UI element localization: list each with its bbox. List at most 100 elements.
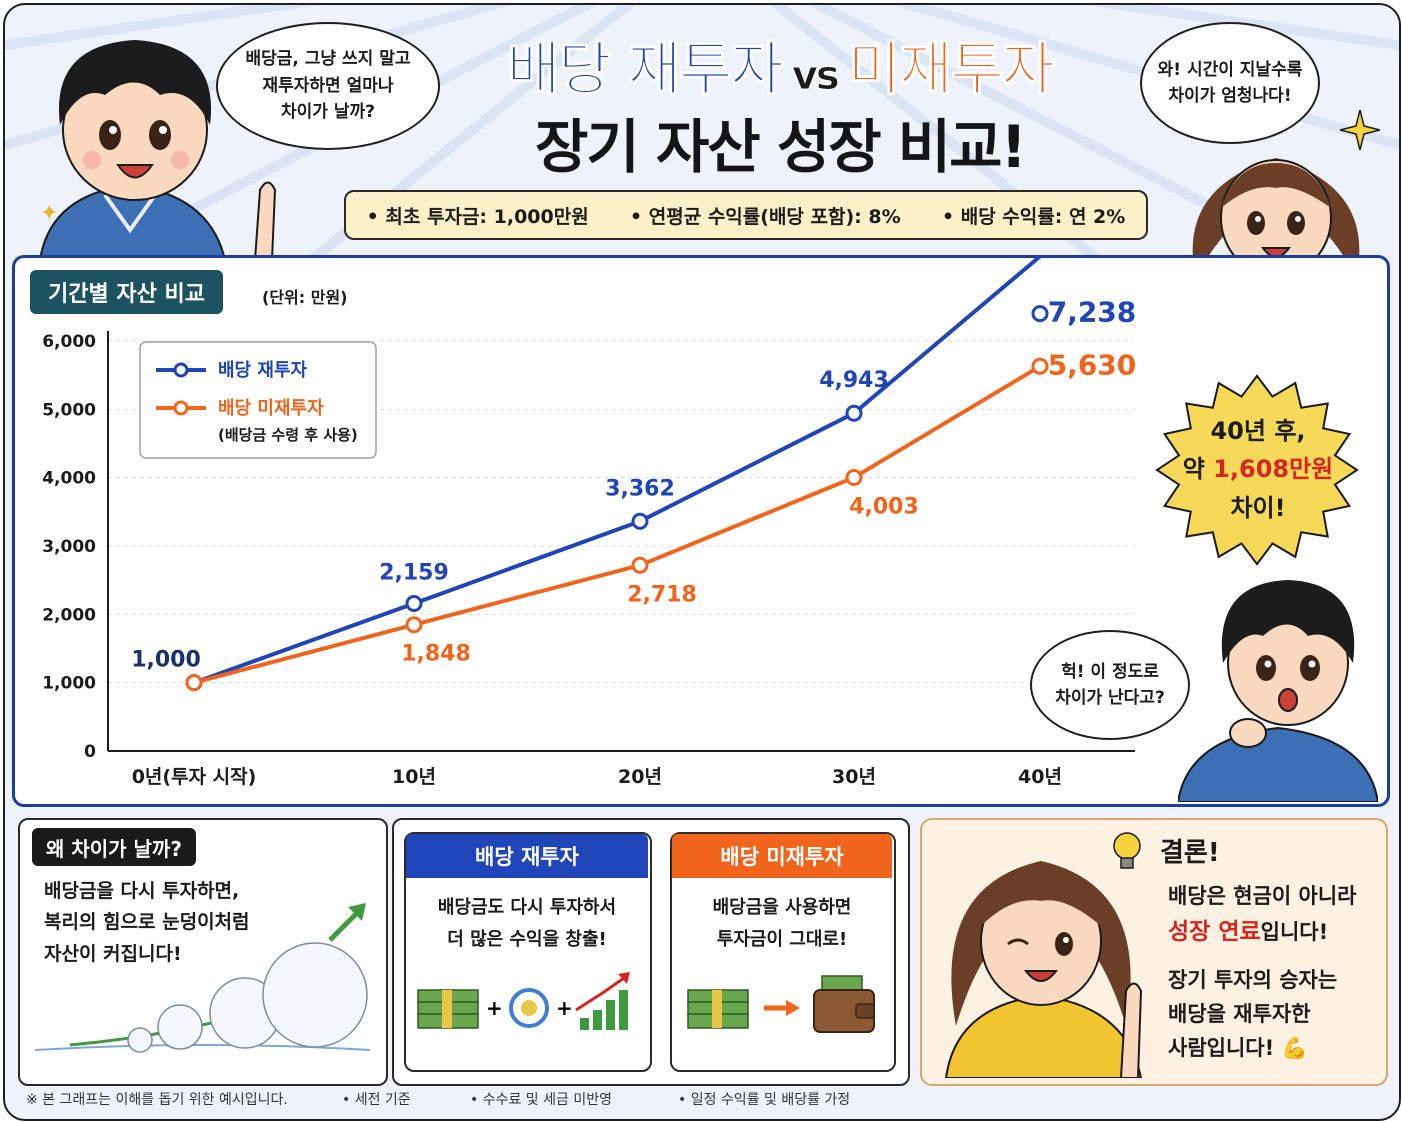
bubble-line: 배당금, 그냥 쓰지 말고 [245, 49, 411, 70]
series-points [185, 305, 1049, 692]
x-tick-label: 20년 [618, 766, 662, 788]
x-axis: 0년(투자 시작) 10년 20년 30년 40년 [108, 750, 1135, 788]
legend-sublabel: (배당금 수령 후 사용) [218, 426, 358, 444]
snowball-illustration [34, 903, 371, 1053]
info-dividend: • 배당 수익률: 연 2% [941, 205, 1126, 228]
svg-text:+: + [486, 996, 503, 1020]
reinvest-card-text: 배당금도 다시 투자하서 더 많은 수익을 창출! [406, 892, 648, 955]
bubble-line: 헉! 이 정도로 [1061, 661, 1159, 682]
why-line: 자산이 커집니다! [44, 942, 182, 965]
x-tick-label: 40년 [1018, 766, 1062, 788]
data-point [185, 674, 203, 692]
bubble-line: 차이가 엄청나다! [1168, 86, 1292, 106]
chart-tag: 기간별 자산 비교 [30, 270, 223, 314]
why-line: 복리의 힘으로 눈덩이처럼 [44, 911, 250, 934]
footer-pretax: • 세전 기준 [342, 1092, 411, 1108]
conclusion-title: 결론! [1160, 838, 1220, 868]
y-tick-label: 6,000 [42, 332, 96, 352]
y-tick-label: 1,000 [42, 674, 96, 694]
assumption-bar: • 최초 투자금: 1,000만원 • 연평균 수익률(배당 포함): 8% •… [344, 190, 1148, 240]
lightbulb-icon [1113, 832, 1141, 869]
footer-assumption: • 일정 수익률 및 배당률 가정 [678, 1092, 851, 1108]
why-text: 배당금을 다시 투자하면, 복리의 힘으로 눈덩이처럼 자산이 커집니다! [44, 876, 250, 970]
data-label: 3,362 [605, 476, 675, 501]
data-label: 5,630 [1048, 348, 1137, 381]
burst-callout-shape [1155, 374, 1359, 566]
x-tick-label: 30년 [832, 766, 876, 788]
data-point [845, 404, 863, 422]
girl-wink-illustration [944, 861, 1143, 1078]
callout-amount: 1,608만원 [1213, 455, 1334, 484]
conclusion-suffix: 입니다! [1260, 919, 1329, 944]
callout-line2: 약 1,608만원 [1160, 450, 1356, 488]
y-tick-label: 0 [84, 742, 96, 762]
data-label: 4,003 [849, 494, 919, 519]
series-line-reinvest [193, 254, 1042, 685]
boy-question-bubble: 배당금, 그냥 쓰지 말고 재투자하면 얼마나 차이가 날까? [216, 22, 440, 150]
callout-line1: 40년 후, [1210, 417, 1306, 445]
title-vs: vs [791, 53, 840, 100]
data-label: 1,848 [401, 642, 471, 667]
x-tick-label: 10년 [392, 766, 436, 788]
surprised-boy-illustration [1178, 580, 1378, 802]
why-title: 왜 차이가 날까? [32, 828, 196, 866]
flexed-arm-icon: 💪 [1281, 1035, 1308, 1060]
data-point [845, 468, 863, 486]
bubble-line: 재투자하면 얼마나 [262, 75, 394, 96]
cash-stack-icon [687, 989, 749, 1029]
title-no-reinvest: 미재투자 [847, 35, 1055, 104]
no-reinvest-card-title: 배당 미재투자 [672, 834, 892, 878]
data-label: 7,238 [1048, 296, 1137, 329]
line-chart: 0 1,000 2,000 3,000 4,000 5,000 6,000 0년(투자 시작… [42, 254, 1137, 788]
svg-text:+: + [556, 996, 573, 1020]
bubble-line: 와! 시간이 지날수록 [1157, 59, 1303, 80]
card-line: 배당금도 다시 투자하서 [437, 897, 617, 918]
data-label: 1,000 [131, 648, 201, 673]
arrow-right-icon [764, 1000, 800, 1016]
bubble-line: 차이가 날까? [281, 102, 375, 123]
x-tick-label: 0년(투자 시작) [132, 766, 257, 788]
data-point [1031, 357, 1049, 375]
series-lines [193, 254, 1042, 685]
footer-fees: • 수수료 및 세금 미반영 [470, 1092, 612, 1108]
sparkle-icon [1340, 110, 1380, 150]
spend-icons [687, 975, 875, 1033]
data-point [405, 616, 423, 634]
conclusion-line: 성장 연료입니다! [1168, 914, 1357, 951]
callout-line3: 차이! [1230, 493, 1286, 522]
title-reinvest: 배당 재투자 [506, 35, 784, 104]
legend-label: 배당 재투자 [218, 360, 308, 381]
y-axis: 0 1,000 2,000 3,000 4,000 5,000 6,000 [42, 331, 109, 762]
card-line: 투자금이 그대로! [716, 928, 848, 950]
why-line: 배당금을 다시 투자하면, [44, 880, 240, 902]
card-line: 배당금을 사용하면 [712, 897, 852, 918]
svg-text:✦: ✦ [40, 201, 58, 226]
conclusion-line: 사람입니다! 💪 [1168, 1032, 1357, 1066]
difference-callout: 40년 후, 약 1,608만원 차이! [1160, 412, 1356, 527]
reinvest-cycle-icon [509, 988, 549, 1028]
y-tick-label: 3,000 [42, 537, 96, 557]
conclusion-highlight: 성장 연료 [1168, 918, 1261, 945]
info-initial: • 최초 투자금: 1,000만원 [366, 205, 589, 228]
footer-note: ※ 본 그래프는 이해를 돕기 위한 예시입니다. [26, 1092, 288, 1108]
bubble-line: 차이가 난다고? [1055, 688, 1165, 708]
data-point [405, 594, 423, 612]
data-label: 4,943 [819, 368, 889, 393]
main-title: 배당 재투자 vs 미재투자 [380, 22, 1180, 106]
card-line: 더 많은 수익을 창출! [447, 928, 607, 950]
legend-swatch-point [173, 362, 189, 378]
girl-exclaim-bubble: 와! 시간이 지날수록 차이가 엄청나다! [1140, 22, 1320, 144]
chart-unit: (단위: 만원) [262, 288, 348, 307]
y-tick-label: 4,000 [42, 469, 96, 489]
legend-label: 배당 미재투자 [218, 398, 324, 419]
conclusion-line: 장기 투자의 승자는 [1168, 968, 1338, 993]
boy-character-illustration: ✦ [38, 40, 277, 260]
data-point [1031, 305, 1049, 323]
info-return: • 연평균 수익률(배당 포함): 8% [630, 205, 901, 228]
data-point [631, 512, 649, 530]
y-tick-label: 2,000 [42, 605, 96, 625]
callout-prefix: 약 [1182, 455, 1214, 484]
conclusion-line: 배당은 현금이 아니라 [1168, 884, 1357, 908]
y-tick-label: 5,000 [42, 400, 96, 420]
surprised-bubble: 헉! 이 정도로 차이가 난다고? [1030, 630, 1190, 740]
